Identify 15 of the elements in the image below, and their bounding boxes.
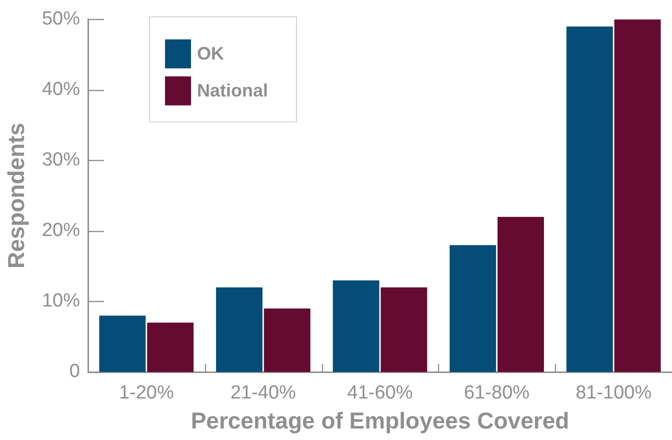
y-tick-label: 30% xyxy=(42,150,80,171)
x-tick-label: 41-60% xyxy=(347,382,413,404)
y-tick-label: 0 xyxy=(69,361,80,382)
legend-label: OK xyxy=(197,43,224,64)
x-tick-label: 61-80% xyxy=(464,382,530,404)
x-tick-label: 21-40% xyxy=(230,382,296,404)
x-tick-label: 1-20% xyxy=(118,382,174,404)
y-tick-label: 20% xyxy=(42,220,80,242)
x-tick-label: 81-100% xyxy=(576,382,652,404)
y-tick-label: 40% xyxy=(42,79,80,100)
legend-label: National xyxy=(197,80,268,100)
y-tick-label: 50% xyxy=(42,8,80,30)
y-axis-title: Respondents xyxy=(3,122,30,269)
y-tick-label: 10% xyxy=(42,290,80,312)
x-axis-title: Percentage of Employees Covered xyxy=(190,408,570,434)
